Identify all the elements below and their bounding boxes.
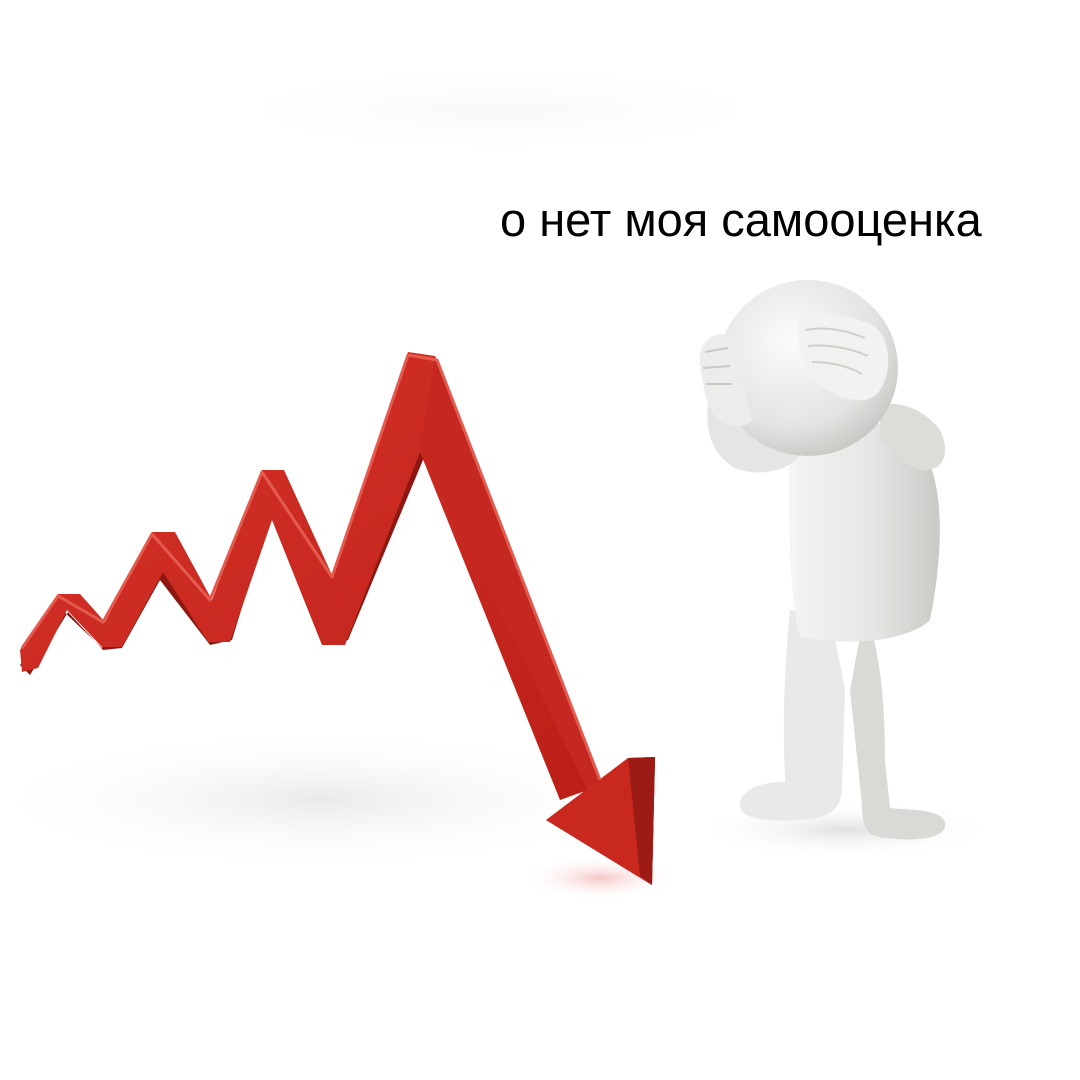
top-haze <box>200 65 800 155</box>
figure-left-fingers <box>702 347 732 385</box>
arrow-floor-shadow <box>0 730 660 870</box>
falling-arrow-icon <box>20 352 655 885</box>
stressed-figure-icon <box>699 280 946 840</box>
figure-back-leg <box>850 610 946 840</box>
figure-front-leg <box>740 610 845 821</box>
arrow-highlight <box>20 353 602 781</box>
figure-right-arm <box>880 403 946 471</box>
meme-caption: о нет моя самооценка <box>500 193 982 246</box>
figure-left-hand <box>699 334 752 427</box>
figure-right-hand <box>797 314 889 401</box>
figure-torso <box>789 419 940 642</box>
arrow-tip-red-shadow <box>520 856 680 900</box>
figure-right-fingers <box>804 327 869 375</box>
arrow-head-shade <box>628 757 655 885</box>
figure-floor-shadow <box>695 802 995 858</box>
arrow-head <box>546 757 655 885</box>
